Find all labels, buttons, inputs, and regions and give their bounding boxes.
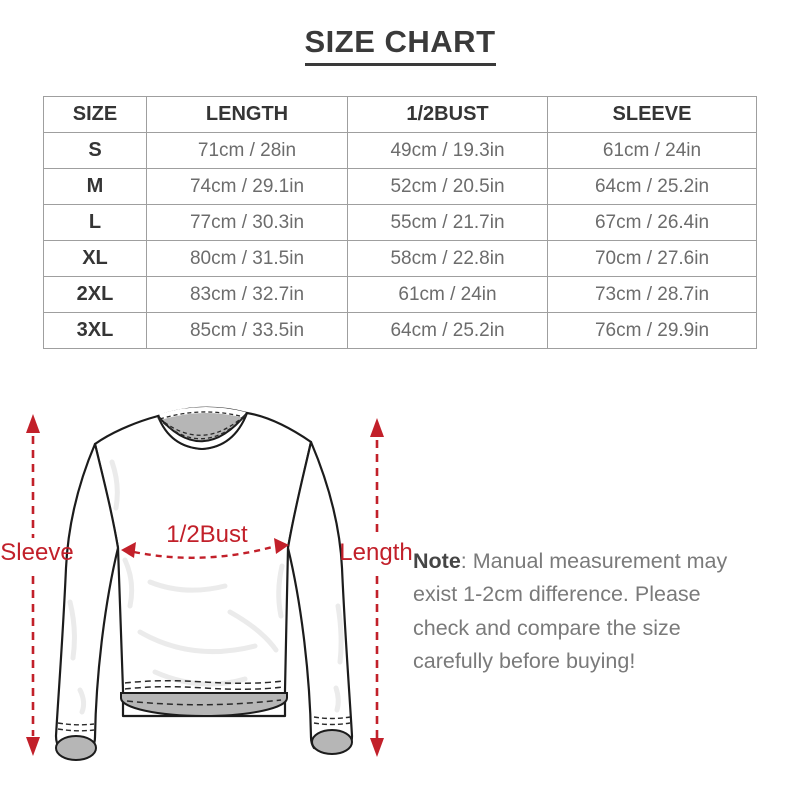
sleeve-cell: 73cm / 28.7in <box>547 276 757 313</box>
length-cell: 74cm / 29.1in <box>146 168 348 205</box>
sleeve-cell: 70cm / 27.6in <box>547 240 757 277</box>
length-cell: 77cm / 30.3in <box>146 204 348 241</box>
collar <box>156 406 249 451</box>
header-size: SIZE <box>43 96 147 133</box>
note-text: Note: Manual measurement may exist 1-2cm… <box>413 545 758 679</box>
wrinkle-shading <box>109 459 285 687</box>
length-cell: 80cm / 31.5in <box>146 240 348 277</box>
size-table: SIZE LENGTH 1/2BUST SLEEVE S 71cm / 28in… <box>43 96 757 349</box>
title-wrap: SIZE CHART <box>0 24 800 66</box>
table-row: XL 80cm / 31.5in 58cm / 22.8in 70cm / 27… <box>43 240 757 277</box>
size-cell: M <box>43 168 147 205</box>
note-label: Note <box>413 548 461 573</box>
size-cell: XL <box>43 240 147 277</box>
sleeve-cell: 67cm / 26.4in <box>547 204 757 241</box>
bust-cell: 55cm / 21.7in <box>347 204 548 241</box>
page-title: SIZE CHART <box>304 24 496 66</box>
right-cuff <box>311 716 353 755</box>
size-cell: 3XL <box>43 312 147 349</box>
sleeve-wrinkles <box>67 599 344 715</box>
left-cuff <box>55 722 97 761</box>
table-header-row: SIZE LENGTH 1/2BUST SLEEVE <box>43 96 757 133</box>
header-sleeve: SLEEVE <box>547 96 757 133</box>
length-measure-arrow: Length <box>339 418 413 757</box>
length-arrow-label: Length <box>339 539 412 566</box>
length-cell: 85cm / 33.5in <box>146 312 348 349</box>
hem-band <box>120 692 288 718</box>
size-cell: 2XL <box>43 276 147 313</box>
hem-stitching <box>124 679 284 706</box>
length-cell: 83cm / 32.7in <box>146 276 348 313</box>
size-cell: S <box>43 132 147 169</box>
table-row: 3XL 85cm / 33.5in 64cm / 25.2in 76cm / 2… <box>43 312 757 349</box>
header-length: LENGTH <box>146 96 348 133</box>
bust-cell: 49cm / 19.3in <box>347 132 548 169</box>
table-row: 2XL 83cm / 32.7in 61cm / 24in 73cm / 28.… <box>43 276 757 313</box>
shirt-measurement-diagram: Sleeve Length 1/2Bust <box>0 406 413 761</box>
sleeve-cell: 61cm / 24in <box>547 132 757 169</box>
bust-cell: 52cm / 20.5in <box>347 168 548 205</box>
bust-measure-arrow: 1/2Bust <box>121 521 289 559</box>
note-body: : Manual measurement may exist 1-2cm dif… <box>413 548 728 674</box>
header-bust: 1/2BUST <box>347 96 548 133</box>
bust-cell: 61cm / 24in <box>347 276 548 313</box>
sleeve-arrow-label: Sleeve <box>0 539 73 566</box>
size-cell: L <box>43 204 147 241</box>
bust-arrow-label: 1/2Bust <box>166 521 248 548</box>
sleeve-measure-arrow: Sleeve <box>0 414 74 756</box>
bust-cell: 58cm / 22.8in <box>347 240 548 277</box>
sleeve-cell: 64cm / 25.2in <box>547 168 757 205</box>
length-cell: 71cm / 28in <box>146 132 348 169</box>
table-row: S 71cm / 28in 49cm / 19.3in 61cm / 24in <box>43 132 757 169</box>
bust-cell: 64cm / 25.2in <box>347 312 548 349</box>
sleeve-cell: 76cm / 29.9in <box>547 312 757 349</box>
table-row: L 77cm / 30.3in 55cm / 21.7in 67cm / 26.… <box>43 204 757 241</box>
table-row: M 74cm / 29.1in 52cm / 20.5in 64cm / 25.… <box>43 168 757 205</box>
